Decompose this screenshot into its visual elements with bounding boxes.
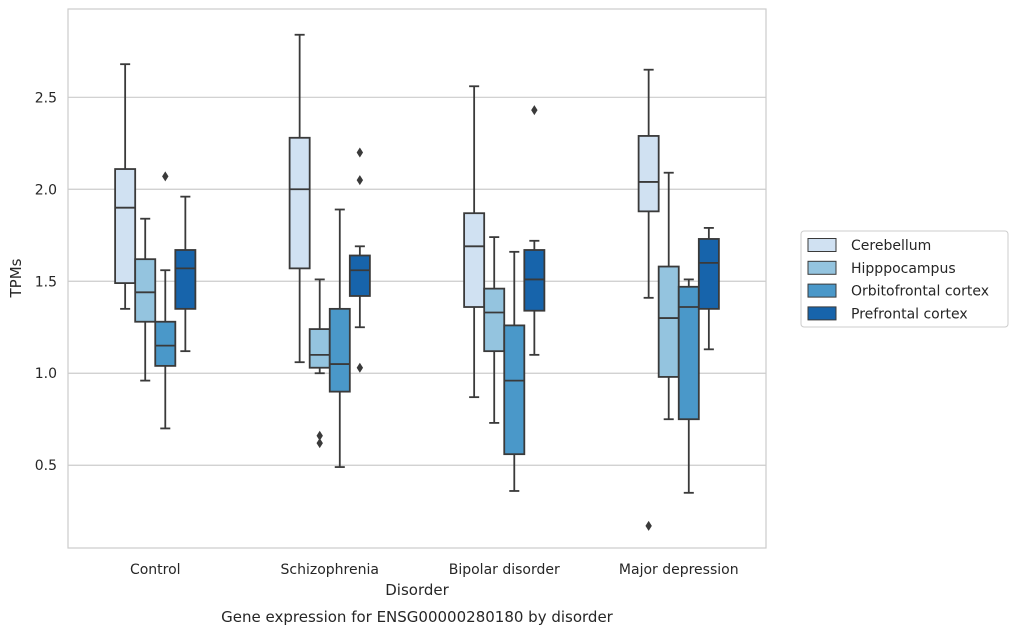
y-tick-label: 2.0: [35, 182, 57, 198]
box-0-1: [288, 33, 311, 364]
legend-swatch: [807, 283, 837, 298]
y-tick-labels: 0.5 1.0 1.5 2.0 2.5: [35, 90, 57, 474]
legend-label: Prefrontal cortex: [851, 306, 968, 322]
iqr-box: [483, 287, 506, 353]
box-1-0: [134, 217, 157, 382]
box-3-3: [697, 227, 720, 351]
box-0-2: [463, 85, 486, 399]
iqr-box: [348, 254, 371, 297]
y-axis-label: TPMs: [7, 258, 25, 298]
box-2-1: [328, 208, 351, 468]
box-1-2: [483, 236, 506, 424]
y-tick-label: 0.5: [35, 458, 57, 474]
x-tick-label: Schizophrenia: [281, 562, 379, 578]
legend-swatch: [807, 238, 837, 252]
legend: Cerebellum Hipppocampus Orbitofrontal cort…: [800, 230, 1009, 328]
box-3-1: [348, 147, 371, 373]
outlier-point: [356, 147, 364, 158]
iqr-box: [154, 320, 177, 367]
legend-swatch: [807, 306, 837, 321]
y-tick-label: 2.5: [35, 90, 57, 106]
legend-label: Hipppocampus: [851, 261, 956, 277]
x-axis-label: Disorder: [385, 581, 449, 599]
iqr-box: [134, 258, 157, 323]
outlier-point: [356, 362, 364, 373]
box-2-2: [503, 250, 526, 492]
box-0-3: [637, 68, 660, 531]
iqr-box: [114, 168, 137, 284]
x-tick-labels: Control Schizophrenia Bipolar disorder Majo…: [130, 562, 739, 578]
outlier-point: [316, 438, 323, 449]
box-2-0: [154, 171, 177, 430]
box-1-1: [308, 278, 331, 449]
box-2-3: [677, 278, 700, 494]
iqr-box: [503, 324, 526, 456]
iqr-box: [697, 238, 720, 310]
x-tick-label: Control: [130, 562, 181, 578]
outlier-point: [531, 105, 538, 116]
outlier-point: [645, 520, 652, 531]
iqr-box: [328, 307, 351, 393]
iqr-box: [677, 285, 700, 421]
box-0-0: [114, 63, 137, 310]
boxes: [114, 33, 720, 531]
outlier-point: [356, 175, 364, 186]
y-tick-label: 1.0: [35, 366, 57, 382]
iqr-box: [657, 265, 680, 378]
iqr-box: [174, 249, 197, 310]
legend-swatch: [807, 260, 837, 275]
x-tick-label: Major depression: [619, 562, 739, 578]
box-3-2: [523, 105, 546, 356]
x-tick-label: Bipolar disorder: [449, 562, 560, 578]
iqr-box: [308, 328, 331, 369]
y-tick-label: 1.5: [35, 274, 57, 290]
iqr-box: [288, 136, 311, 270]
iqr-box: [523, 249, 546, 312]
plot-area-frame: [67, 8, 767, 549]
iqr-box: [463, 212, 486, 308]
box-1-3: [657, 171, 680, 421]
legend-frame: [800, 230, 1009, 328]
chart-caption: Gene expression for ENSG00000280180 by d…: [221, 608, 614, 626]
iqr-box: [637, 135, 660, 213]
legend-label: Orbitofrontal cortex: [851, 284, 989, 300]
outlier-point: [162, 171, 169, 182]
outlier-point: [316, 430, 323, 441]
legend-label: Cerebellum: [851, 238, 931, 254]
box-3-0: [174, 195, 197, 353]
